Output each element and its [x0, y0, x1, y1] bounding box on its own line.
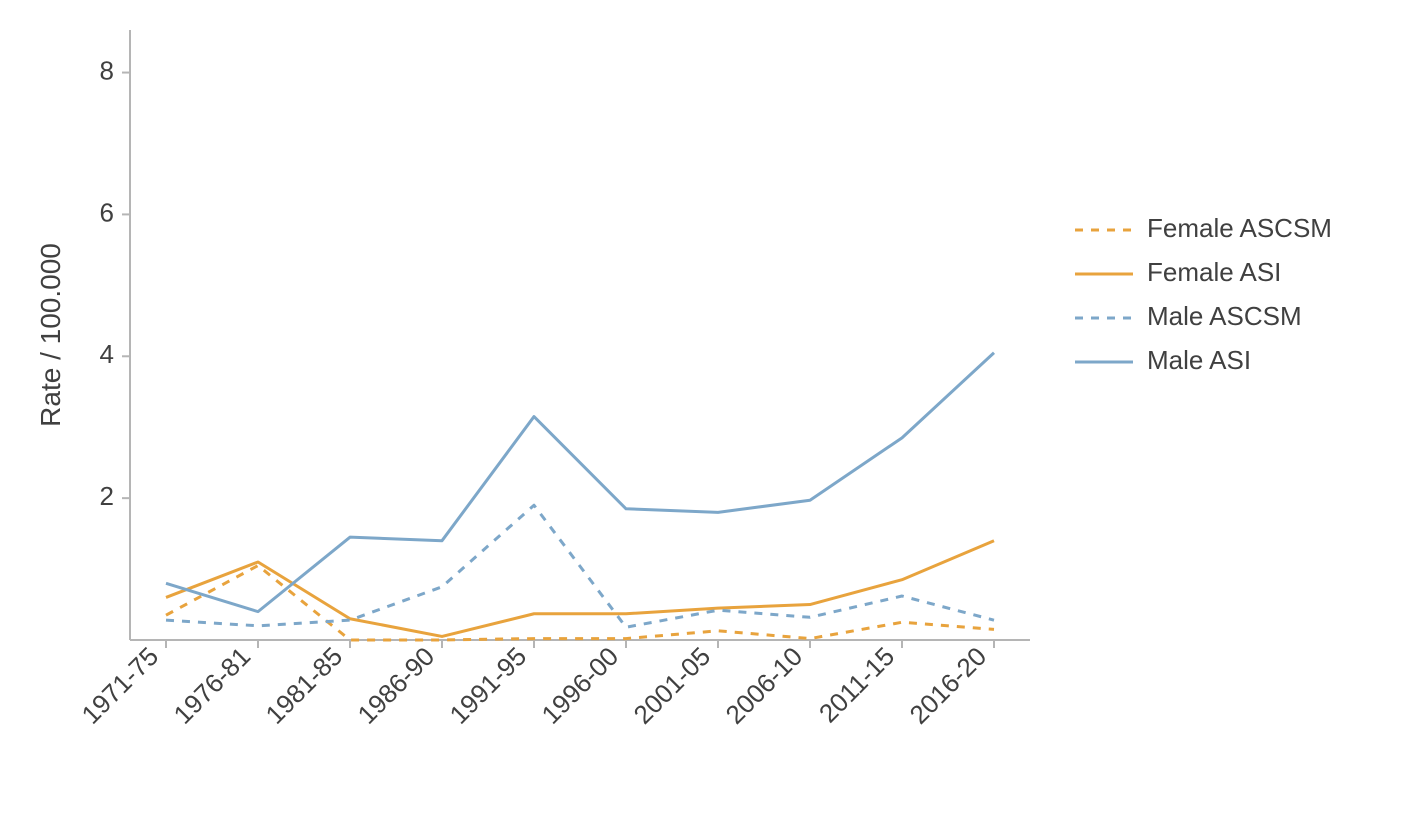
y-tick-label: 6	[100, 197, 114, 227]
x-tick-label: 1981-85	[260, 641, 349, 730]
x-tick-label: 2006-10	[720, 641, 809, 730]
legend-label: Female ASI	[1147, 257, 1281, 287]
x-tick-label: 1996-00	[536, 641, 625, 730]
y-axis-label: Rate / 100.000	[35, 243, 66, 427]
legend-label: Male ASI	[1147, 345, 1251, 375]
x-tick-label: 1971-75	[76, 641, 165, 730]
x-tick-label: 2001-05	[628, 641, 717, 730]
x-tick-label: 1976-81	[168, 641, 257, 730]
x-tick-label: 1986-90	[352, 641, 441, 730]
y-tick-label: 4	[100, 339, 114, 369]
x-tick-label: 2011-15	[813, 641, 900, 728]
y-tick-label: 2	[100, 481, 114, 511]
x-tick-label: 2016-20	[904, 641, 993, 730]
series-line	[166, 505, 994, 627]
series-line	[166, 541, 994, 637]
legend-label: Male ASCSM	[1147, 301, 1302, 331]
y-tick-label: 8	[100, 55, 114, 85]
legend-label: Female ASCSM	[1147, 213, 1332, 243]
series-line	[166, 353, 994, 612]
chart-svg: 2468Rate / 100.0001971-751976-811981-851…	[0, 0, 1416, 831]
x-tick-label: 1991-95	[444, 641, 533, 730]
rate-line-chart: 2468Rate / 100.0001971-751976-811981-851…	[0, 0, 1416, 831]
